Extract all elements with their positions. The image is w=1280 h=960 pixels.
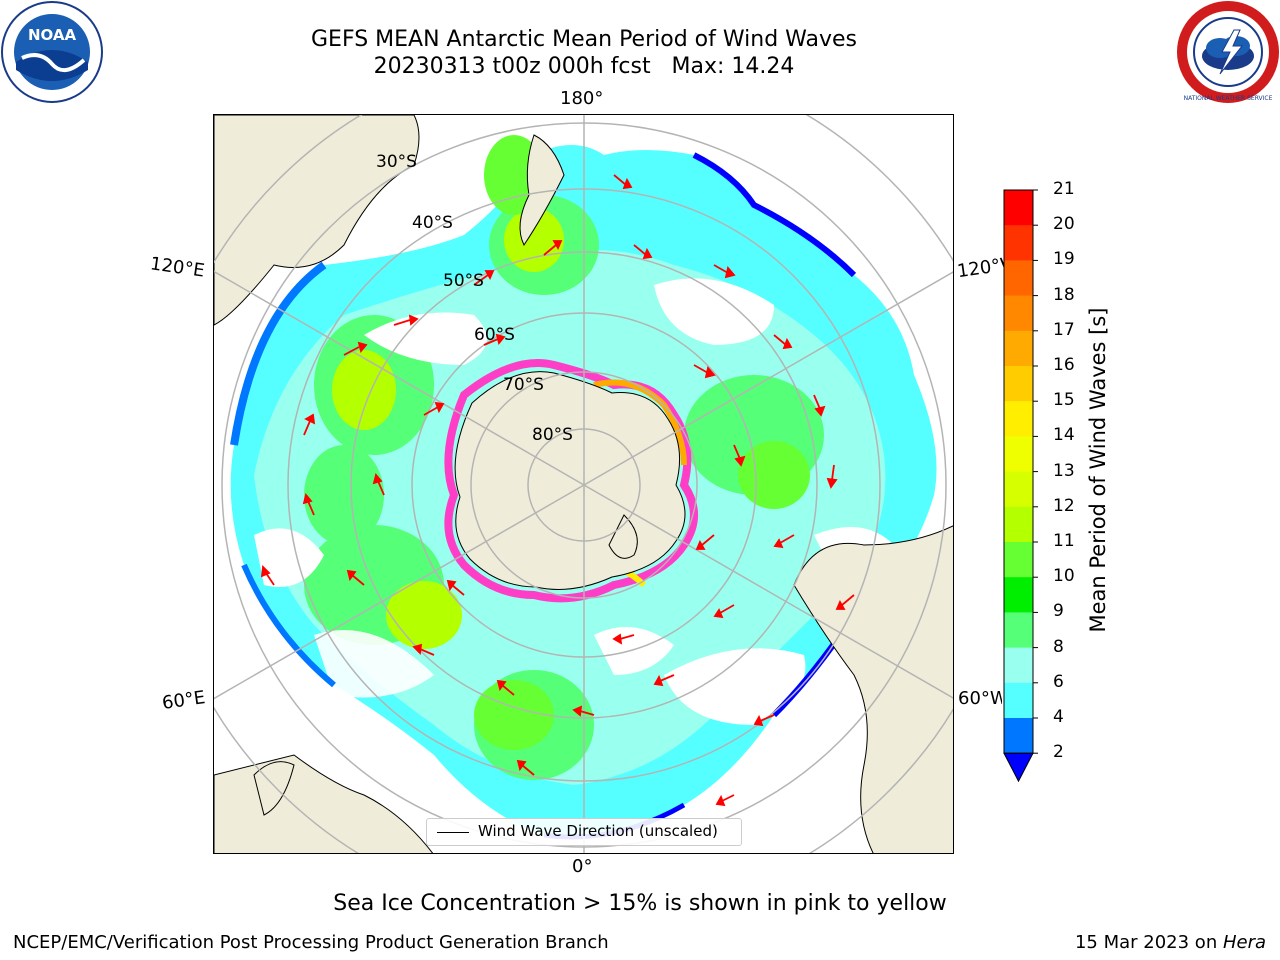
colorbar-tick-label: 12 bbox=[1053, 495, 1075, 516]
wind-wave-arrows bbox=[260, 174, 855, 807]
lat-label-60s: 60°S bbox=[474, 325, 515, 345]
lon-label-0: 0° bbox=[572, 856, 593, 877]
colorbar-tick-label: 13 bbox=[1053, 460, 1075, 481]
colorbar-tick-label: 21 bbox=[1053, 179, 1075, 199]
colorbar-tick-label: 11 bbox=[1053, 531, 1075, 551]
colorbar-band bbox=[1004, 471, 1033, 508]
colorbar-tick-label: 19 bbox=[1053, 249, 1075, 270]
colorbar-band bbox=[1004, 436, 1033, 473]
colorbar-tick-label: 20 bbox=[1053, 214, 1075, 235]
colorbar-tick-label: 18 bbox=[1053, 284, 1075, 305]
australia-land bbox=[214, 115, 420, 326]
colorbar-band bbox=[1004, 401, 1033, 437]
colorbar-band bbox=[1004, 682, 1033, 719]
colorbar-band bbox=[1004, 295, 1033, 332]
colorbar-band bbox=[1004, 542, 1033, 578]
lat-label-70s: 70°S bbox=[503, 375, 544, 395]
colorbar-tick-label: 14 bbox=[1053, 425, 1075, 446]
colorbar-band bbox=[1004, 330, 1033, 367]
colorbar-tick-label: 15 bbox=[1053, 390, 1075, 411]
lon-label-60w-wrapper: 60°W bbox=[958, 688, 1002, 714]
graticule bbox=[214, 115, 953, 853]
noaa-logo-text: NOAA bbox=[28, 26, 77, 44]
colorbar-band bbox=[1004, 366, 1033, 402]
colorbar-band bbox=[1004, 260, 1033, 297]
map-frame bbox=[213, 114, 954, 854]
lon-label-180: 180° bbox=[560, 88, 604, 109]
sea-ice-caption: Sea Ice Concentration > 15% is shown in … bbox=[333, 891, 947, 916]
map-legend: Wind Wave Direction (unscaled) bbox=[426, 818, 742, 846]
new-zealand-land bbox=[519, 134, 565, 246]
antarctica-land bbox=[454, 371, 686, 590]
colorbar-band bbox=[1004, 506, 1033, 543]
colorbar-tick-label: 8 bbox=[1053, 636, 1064, 657]
title-line-2: 20230313 t00z 000h fcst Max: 14.24 bbox=[373, 54, 795, 79]
colorbar-tick-label: 16 bbox=[1053, 355, 1075, 375]
lon-label-60w: 60°W bbox=[958, 688, 1002, 709]
colorbar-tick-label: 4 bbox=[1053, 707, 1064, 727]
colorbar-label: Mean Period of Wind Waves [s] bbox=[1086, 307, 1110, 633]
south-america-land bbox=[793, 525, 953, 853]
title-line-1: GEFS MEAN Antarctic Mean Period of Wind … bbox=[311, 27, 857, 52]
footer-date: 15 Mar 2023 on Hera bbox=[1075, 932, 1266, 953]
lat-label-40s: 40°S bbox=[412, 213, 453, 233]
antarctic-peninsula bbox=[608, 514, 638, 559]
lat-label-30s: 30°S bbox=[376, 152, 417, 172]
nws-logo: NATIONAL WEATHER SERVICE bbox=[1177, 1, 1279, 103]
nws-logo-text: NATIONAL WEATHER SERVICE bbox=[1184, 95, 1273, 102]
colorbar-band bbox=[1004, 647, 1033, 684]
colorbar-tick-label: 6 bbox=[1053, 671, 1064, 692]
colorbar-band bbox=[1004, 612, 1033, 649]
lat-label-50s: 50°S bbox=[443, 271, 484, 291]
colorbar-band bbox=[1004, 577, 1033, 613]
legend-line-swatch bbox=[437, 832, 469, 833]
footer-credit: NCEP/EMC/Verification Post Processing Pr… bbox=[13, 932, 609, 953]
footer-date-text: 15 Mar 2023 on bbox=[1074, 932, 1223, 953]
colorbar-tick-label: 10 bbox=[1053, 566, 1075, 587]
colorbar-band bbox=[1004, 190, 1033, 226]
colorbar-tick-label: 2 bbox=[1053, 742, 1064, 763]
colorbar-tick-label: 17 bbox=[1053, 319, 1075, 340]
colorbar-extend-triangle bbox=[1003, 752, 1034, 782]
colorbar-band bbox=[1004, 225, 1033, 261]
legend-entry-label: Wind Wave Direction (unscaled) bbox=[478, 822, 718, 840]
noaa-logo: NOAA bbox=[1, 1, 103, 103]
colorbar-band bbox=[1004, 718, 1033, 754]
polar-map bbox=[214, 115, 953, 853]
lon-label-60e: 60°E bbox=[160, 687, 207, 714]
colorbar-tick-label: 9 bbox=[1053, 601, 1064, 622]
colorbar bbox=[1003, 189, 1038, 782]
lat-label-80s: 80°S bbox=[532, 425, 573, 445]
lon-label-120e: 120°E bbox=[148, 253, 206, 282]
footer-machine: Hera bbox=[1222, 932, 1266, 953]
